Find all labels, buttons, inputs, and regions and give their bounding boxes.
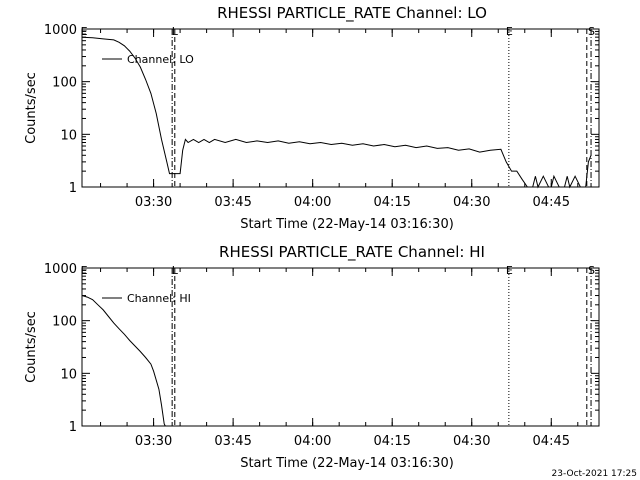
lo-channel-panel: RHESSI PARTICLE_RATE Channel: LO Counts/… <box>24 4 600 232</box>
lo-x-tick-label: 04:30 <box>453 195 490 210</box>
hi-x-tick-label: 04:30 <box>453 434 490 449</box>
hi-y-axis-label: Counts/sec <box>24 311 39 383</box>
lo-event-marker-label: S <box>588 25 595 38</box>
hi-y-tick-label: 100 <box>52 315 77 330</box>
lo-chart-title: RHESSI PARTICLE_RATE Channel: LO <box>217 4 487 23</box>
hi-event-marker-label: S <box>588 264 595 277</box>
hi-plot-frame <box>81 267 600 427</box>
hi-event-marker-label: L <box>172 264 179 277</box>
hi-chart-title: RHESSI PARTICLE_RATE Channel: HI <box>219 243 485 262</box>
lo-event-marker-label: E <box>81 25 88 38</box>
lo-x-tick-label: 03:45 <box>214 195 251 210</box>
lo-y-tick-label: 100 <box>52 76 77 91</box>
hi-y-tick-label: 1000 <box>44 262 77 277</box>
lo-y-tick-label: 1 <box>69 181 77 196</box>
lo-series-line <box>81 36 592 189</box>
lo-event-marker-label: E <box>506 25 513 38</box>
hi-channel-panel: RHESSI PARTICLE_RATE Channel: HI Counts/… <box>24 243 600 471</box>
lo-y-axis-label: Counts/sec <box>24 72 39 144</box>
hi-event-marker-label: E <box>81 264 88 277</box>
lo-x-axis-label: Start Time (22-May-14 03:16:30) <box>240 217 454 232</box>
hi-y-tick-label: 10 <box>60 367 77 382</box>
hi-x-tick-label: 04:45 <box>533 434 570 449</box>
hi-series-line <box>81 295 166 427</box>
lo-x-tick-label: 04:00 <box>294 195 331 210</box>
hi-event-marker-label: E <box>506 264 513 277</box>
lo-event-marker-label: L <box>172 25 179 38</box>
lo-x-tick-label: 03:30 <box>135 195 172 210</box>
lo-x-tick-label: 04:45 <box>533 195 570 210</box>
render-timestamp: 23-Oct-2021 17:25 <box>552 469 637 479</box>
hi-legend: Channel: HI <box>102 292 191 305</box>
hi-legend-label: Channel: HI <box>127 292 191 305</box>
hi-x-tick-label: 03:30 <box>135 434 172 449</box>
hi-x-tick-label: 03:45 <box>214 434 251 449</box>
hi-y-tick-label: 1 <box>69 420 77 435</box>
lo-y-tick-label: 1000 <box>44 23 77 38</box>
lo-y-tick-label: 10 <box>60 128 77 143</box>
lo-legend: Channel: LO <box>102 53 194 66</box>
hi-x-tick-label: 04:15 <box>373 434 410 449</box>
hi-x-tick-label: 04:00 <box>294 434 331 449</box>
lo-legend-label: Channel: LO <box>127 53 194 66</box>
hi-x-axis-label: Start Time (22-May-14 03:16:30) <box>240 456 454 471</box>
lo-x-tick-label: 04:15 <box>373 195 410 210</box>
lo-plot-frame <box>81 28 600 188</box>
